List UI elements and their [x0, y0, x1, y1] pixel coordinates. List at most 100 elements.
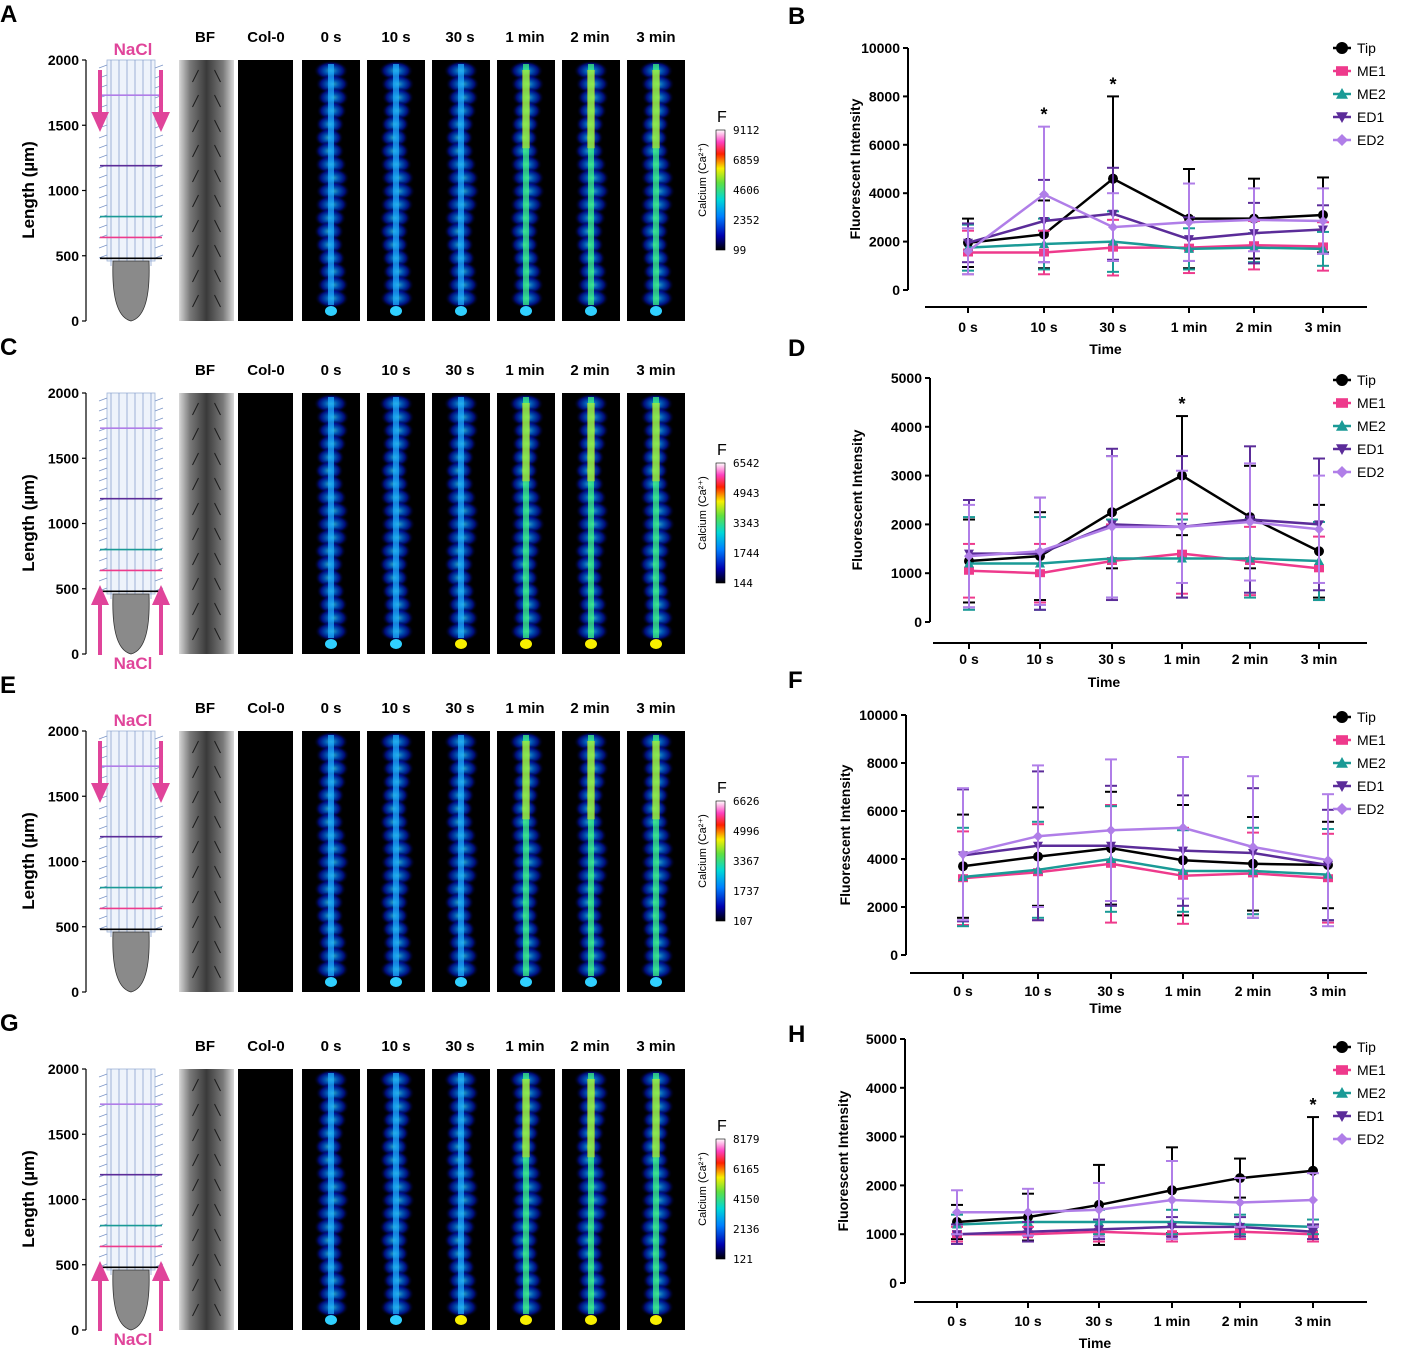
root-hair [154, 134, 164, 139]
brightfield-image [179, 393, 234, 654]
legend-label: Tip [1357, 709, 1376, 725]
nacl-arrow-head [91, 783, 109, 803]
colorbar-tick-label: 4996 [733, 825, 760, 838]
root-hair [154, 1153, 164, 1158]
root-hair [98, 1183, 108, 1188]
y-tick-label: 1000 [891, 565, 922, 581]
legend-marker [1336, 1087, 1348, 1098]
calcium-signal [508, 1069, 546, 1325]
time-header: 10 s [381, 1038, 410, 1055]
vascular-signal [328, 1073, 334, 1314]
root-hair [98, 1083, 108, 1088]
root-hair-bf [214, 1103, 221, 1117]
root-hair-bf [192, 865, 199, 879]
time-header: 1 min [505, 700, 544, 717]
data-point [1035, 546, 1045, 557]
length-axis-label: Length (µm) [19, 812, 38, 910]
root-hair [98, 144, 108, 149]
data-point [1039, 189, 1049, 200]
root-tip-signal [325, 1315, 337, 1325]
brightfield-root [179, 393, 234, 654]
legend: Tip ME1 ME2 ED1 ED2 [1333, 40, 1386, 148]
time-header: 2 min [570, 700, 609, 717]
data-point [1323, 855, 1333, 866]
root-hair-bf [192, 552, 199, 566]
series-line [956, 1225, 1314, 1236]
root-hair-bf [214, 965, 221, 979]
series-line [967, 192, 1324, 253]
legend-label: Tip [1357, 372, 1376, 388]
root-hair [154, 507, 164, 512]
root-hair [154, 537, 164, 542]
y-tick-label: 0 [892, 282, 900, 298]
root-hair-bf [192, 915, 199, 929]
y-tick-label: 0 [890, 947, 898, 963]
root-hair [98, 174, 108, 179]
length-axis-label: Length (µm) [19, 141, 38, 239]
root-hair-bf [192, 477, 199, 491]
hotspot [587, 70, 595, 149]
calcium-signal [573, 1069, 611, 1325]
nacl-arrow-head [152, 112, 170, 132]
root-hair [98, 875, 108, 880]
root-hair [98, 1143, 108, 1148]
calcium-signal [378, 393, 416, 649]
data-point [1245, 516, 1255, 527]
vascular-signal [523, 397, 529, 638]
root-hair [154, 184, 164, 189]
significance-marker: * [1178, 394, 1185, 414]
colorbar-tick-label: 8179 [733, 1133, 760, 1146]
hotspot [587, 741, 595, 820]
time-header: 30 s [445, 700, 474, 717]
fluorescence-image [627, 1069, 685, 1330]
root-hair [154, 1253, 164, 1258]
chart-d: D 0 1000 2000 3000 4000 5000 Fluorescent Intens… [788, 335, 1386, 690]
root-tip-signal [390, 977, 402, 987]
root-schematic [98, 730, 164, 993]
root-hair [154, 397, 164, 402]
root-tip-signal [585, 977, 597, 987]
vascular-signal [588, 735, 594, 976]
series-line [968, 520, 1320, 558]
root-hair [154, 1233, 164, 1238]
root-hair-bf [214, 790, 221, 804]
x-tick-label: 3 min [1310, 983, 1347, 999]
colorbar-tick-label: 1737 [733, 885, 760, 898]
root-hair [98, 184, 108, 189]
nacl-arrow-head [91, 112, 109, 132]
root-hair [154, 477, 164, 482]
root-hair-bf [192, 269, 199, 283]
x-tick-label: 30 s [1099, 319, 1126, 335]
calcium-signal [508, 60, 546, 316]
root-hair [154, 174, 164, 179]
length-axis-label: Length (µm) [19, 474, 38, 572]
y-tick-label: 5000 [866, 1031, 897, 1047]
root-hair-bf [192, 765, 199, 779]
significance-marker: * [1309, 1095, 1316, 1115]
time-header: Col-0 [247, 700, 285, 717]
root-hair-bf [192, 815, 199, 829]
calcium-signal [638, 1069, 676, 1325]
fluorescence-image [627, 393, 685, 654]
root-hair-bf [214, 144, 221, 158]
calcium-signal [378, 60, 416, 316]
root-hair [154, 1163, 164, 1168]
length-tick-label: 500 [56, 581, 80, 597]
brightfield-image [179, 1069, 234, 1330]
chart-f: F 0 2000 4000 6000 8000 10000 Fluorescent Inten… [788, 667, 1386, 1016]
fluorescence-image [302, 393, 360, 654]
root-hair [154, 417, 164, 422]
colorbar-tick-label: 6165 [733, 1163, 760, 1176]
calcium-signal [573, 393, 611, 649]
panel-letter: B [788, 3, 805, 30]
vascular-signal [653, 64, 659, 305]
calcium-signal [378, 1069, 416, 1325]
root-hair [154, 224, 164, 229]
root-tip-signal [585, 639, 597, 649]
root-hair-bf [214, 577, 221, 591]
vascular-signal [523, 1073, 529, 1314]
y-tick-label: 2000 [891, 516, 922, 532]
length-tick-label: 500 [56, 248, 80, 264]
y-tick-label: 6000 [869, 137, 900, 153]
